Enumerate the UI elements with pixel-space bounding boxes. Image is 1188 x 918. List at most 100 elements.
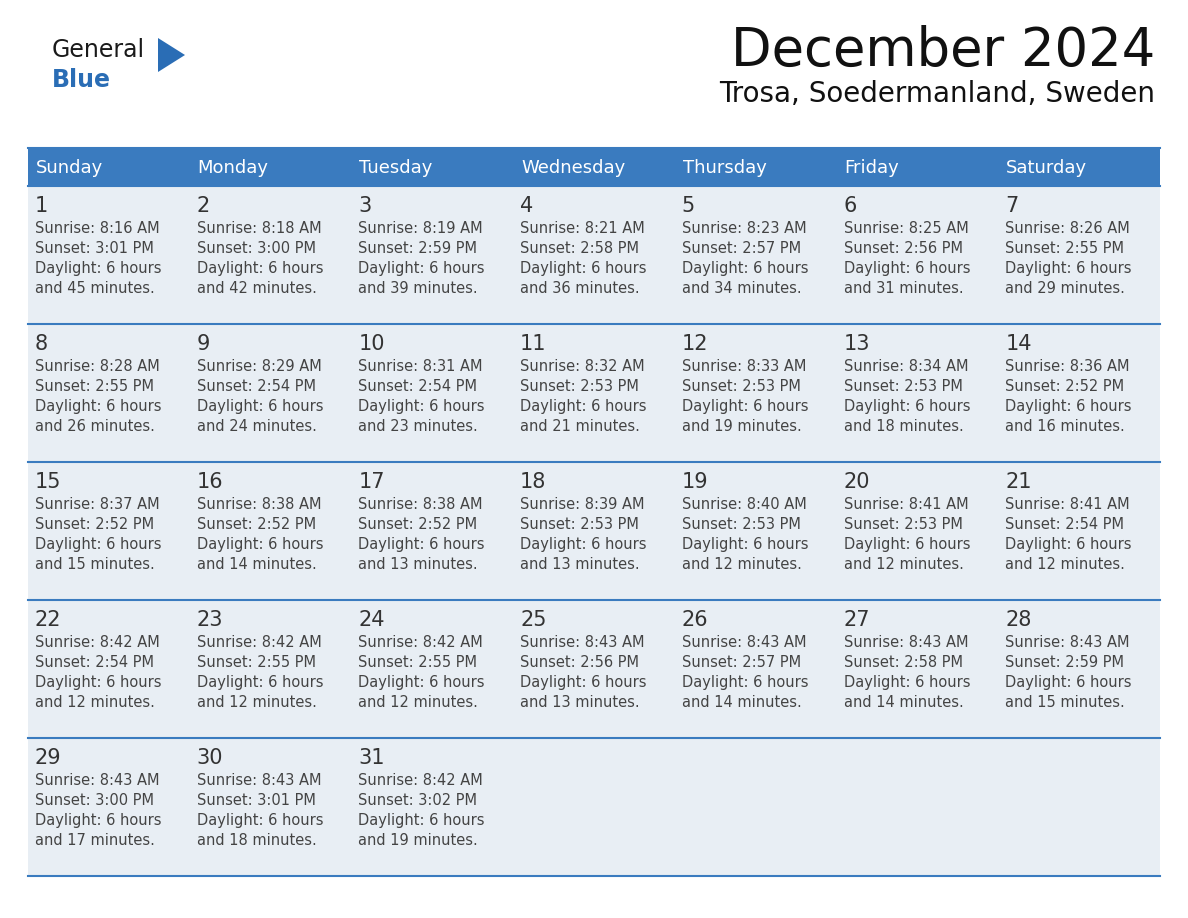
Text: Daylight: 6 hours: Daylight: 6 hours — [34, 813, 162, 828]
Text: and 13 minutes.: and 13 minutes. — [520, 557, 640, 572]
Text: Sunrise: 8:43 AM: Sunrise: 8:43 AM — [1005, 635, 1130, 650]
Text: and 14 minutes.: and 14 minutes. — [843, 695, 963, 710]
Text: Sunset: 2:54 PM: Sunset: 2:54 PM — [197, 379, 316, 394]
Text: Daylight: 6 hours: Daylight: 6 hours — [682, 675, 808, 690]
Text: Wednesday: Wednesday — [522, 159, 625, 177]
Text: 22: 22 — [34, 610, 62, 630]
Text: Daylight: 6 hours: Daylight: 6 hours — [1005, 261, 1132, 276]
Text: Sunset: 3:01 PM: Sunset: 3:01 PM — [197, 793, 316, 808]
Text: 31: 31 — [359, 748, 385, 768]
Text: 3: 3 — [359, 196, 372, 216]
Text: Daylight: 6 hours: Daylight: 6 hours — [359, 399, 485, 414]
Text: and 18 minutes.: and 18 minutes. — [197, 833, 316, 848]
Text: and 16 minutes.: and 16 minutes. — [1005, 419, 1125, 434]
Text: Sunset: 2:56 PM: Sunset: 2:56 PM — [843, 241, 962, 256]
Text: Daylight: 6 hours: Daylight: 6 hours — [34, 399, 162, 414]
Text: 12: 12 — [682, 334, 708, 354]
Text: Sunset: 3:02 PM: Sunset: 3:02 PM — [359, 793, 478, 808]
Text: Daylight: 6 hours: Daylight: 6 hours — [197, 675, 323, 690]
Text: 18: 18 — [520, 472, 546, 492]
Text: Sunrise: 8:42 AM: Sunrise: 8:42 AM — [359, 635, 484, 650]
Text: Daylight: 6 hours: Daylight: 6 hours — [843, 261, 971, 276]
Text: 26: 26 — [682, 610, 708, 630]
Text: Sunrise: 8:32 AM: Sunrise: 8:32 AM — [520, 359, 645, 374]
Text: Sunrise: 8:43 AM: Sunrise: 8:43 AM — [34, 773, 159, 788]
Bar — [29, 148, 1159, 186]
Text: 5: 5 — [682, 196, 695, 216]
Text: 2: 2 — [197, 196, 210, 216]
Text: Sunset: 2:54 PM: Sunset: 2:54 PM — [34, 655, 154, 670]
Text: Daylight: 6 hours: Daylight: 6 hours — [520, 537, 646, 552]
Text: Sunset: 2:52 PM: Sunset: 2:52 PM — [34, 517, 154, 532]
Text: Sunrise: 8:42 AM: Sunrise: 8:42 AM — [359, 773, 484, 788]
Text: Sunrise: 8:29 AM: Sunrise: 8:29 AM — [197, 359, 322, 374]
Text: Sunset: 2:57 PM: Sunset: 2:57 PM — [682, 655, 801, 670]
Text: 4: 4 — [520, 196, 533, 216]
Text: Sunset: 2:57 PM: Sunset: 2:57 PM — [682, 241, 801, 256]
Text: Sunset: 3:00 PM: Sunset: 3:00 PM — [197, 241, 316, 256]
Text: Sunday: Sunday — [36, 159, 103, 177]
Text: Thursday: Thursday — [683, 159, 766, 177]
Text: Sunrise: 8:21 AM: Sunrise: 8:21 AM — [520, 221, 645, 236]
Text: and 13 minutes.: and 13 minutes. — [520, 695, 640, 710]
Text: Sunset: 2:55 PM: Sunset: 2:55 PM — [359, 655, 478, 670]
Text: 16: 16 — [197, 472, 223, 492]
Text: 20: 20 — [843, 472, 870, 492]
Text: Sunrise: 8:25 AM: Sunrise: 8:25 AM — [843, 221, 968, 236]
Bar — [29, 462, 1159, 600]
Text: Daylight: 6 hours: Daylight: 6 hours — [843, 675, 971, 690]
Text: Daylight: 6 hours: Daylight: 6 hours — [682, 261, 808, 276]
Text: 10: 10 — [359, 334, 385, 354]
Text: Friday: Friday — [845, 159, 899, 177]
Text: and 19 minutes.: and 19 minutes. — [359, 833, 479, 848]
Text: 6: 6 — [843, 196, 857, 216]
Text: Sunrise: 8:43 AM: Sunrise: 8:43 AM — [197, 773, 321, 788]
Text: Sunset: 2:56 PM: Sunset: 2:56 PM — [520, 655, 639, 670]
Bar — [29, 324, 1159, 462]
Text: and 31 minutes.: and 31 minutes. — [843, 281, 963, 296]
Text: Sunrise: 8:38 AM: Sunrise: 8:38 AM — [359, 497, 484, 512]
Bar — [29, 186, 1159, 324]
Bar — [29, 738, 1159, 876]
Text: Sunrise: 8:34 AM: Sunrise: 8:34 AM — [843, 359, 968, 374]
Text: 17: 17 — [359, 472, 385, 492]
Text: Sunset: 2:52 PM: Sunset: 2:52 PM — [1005, 379, 1124, 394]
Text: Saturday: Saturday — [1006, 159, 1087, 177]
Text: Daylight: 6 hours: Daylight: 6 hours — [34, 537, 162, 552]
Text: Sunrise: 8:18 AM: Sunrise: 8:18 AM — [197, 221, 321, 236]
Text: 11: 11 — [520, 334, 546, 354]
Text: and 19 minutes.: and 19 minutes. — [682, 419, 802, 434]
Text: Sunrise: 8:37 AM: Sunrise: 8:37 AM — [34, 497, 159, 512]
Text: 14: 14 — [1005, 334, 1032, 354]
Text: Sunset: 2:59 PM: Sunset: 2:59 PM — [359, 241, 478, 256]
Text: 13: 13 — [843, 334, 870, 354]
Text: Sunset: 2:52 PM: Sunset: 2:52 PM — [359, 517, 478, 532]
Text: Sunrise: 8:38 AM: Sunrise: 8:38 AM — [197, 497, 321, 512]
Text: and 15 minutes.: and 15 minutes. — [1005, 695, 1125, 710]
Text: 9: 9 — [197, 334, 210, 354]
Text: 19: 19 — [682, 472, 708, 492]
Text: and 12 minutes.: and 12 minutes. — [359, 695, 479, 710]
Text: Daylight: 6 hours: Daylight: 6 hours — [359, 537, 485, 552]
Text: Sunset: 2:58 PM: Sunset: 2:58 PM — [520, 241, 639, 256]
Text: and 12 minutes.: and 12 minutes. — [34, 695, 154, 710]
Text: Daylight: 6 hours: Daylight: 6 hours — [682, 399, 808, 414]
Text: Daylight: 6 hours: Daylight: 6 hours — [197, 537, 323, 552]
Text: Sunset: 2:53 PM: Sunset: 2:53 PM — [682, 379, 801, 394]
Text: 15: 15 — [34, 472, 62, 492]
Text: Sunset: 2:55 PM: Sunset: 2:55 PM — [34, 379, 154, 394]
Text: and 18 minutes.: and 18 minutes. — [843, 419, 963, 434]
Text: Sunrise: 8:19 AM: Sunrise: 8:19 AM — [359, 221, 484, 236]
Text: Daylight: 6 hours: Daylight: 6 hours — [520, 399, 646, 414]
Text: 29: 29 — [34, 748, 62, 768]
Text: Sunrise: 8:16 AM: Sunrise: 8:16 AM — [34, 221, 159, 236]
Text: Sunrise: 8:43 AM: Sunrise: 8:43 AM — [520, 635, 645, 650]
Text: 28: 28 — [1005, 610, 1031, 630]
Text: Sunrise: 8:33 AM: Sunrise: 8:33 AM — [682, 359, 807, 374]
Text: Daylight: 6 hours: Daylight: 6 hours — [34, 261, 162, 276]
Text: and 29 minutes.: and 29 minutes. — [1005, 281, 1125, 296]
Text: Sunset: 2:55 PM: Sunset: 2:55 PM — [197, 655, 316, 670]
Text: and 26 minutes.: and 26 minutes. — [34, 419, 154, 434]
Text: and 12 minutes.: and 12 minutes. — [682, 557, 802, 572]
Text: Sunset: 2:53 PM: Sunset: 2:53 PM — [682, 517, 801, 532]
